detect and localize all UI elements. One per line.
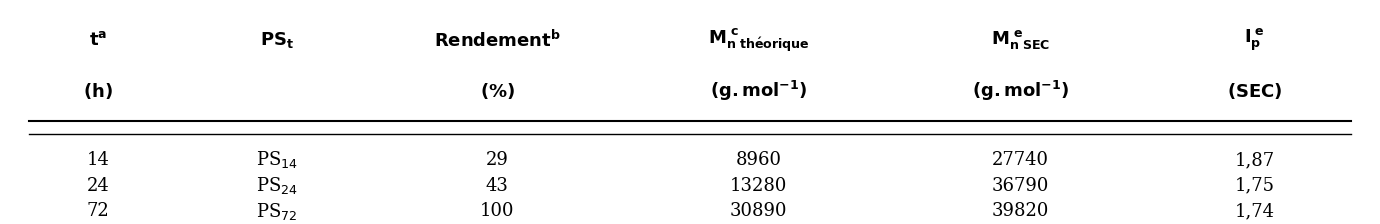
Text: 39820: 39820 [992,202,1049,220]
Text: $\mathbf{M}_{\mathbf{n\ th\acute{e}orique}}^{\mathbf{\ c}}$: $\mathbf{M}_{\mathbf{n\ th\acute{e}oriqu… [708,26,810,54]
Text: 27740: 27740 [992,151,1049,169]
Text: $\mathbf{(g.mol^{-1})}$: $\mathbf{(g.mol^{-1})}$ [711,79,807,103]
Text: 72: 72 [87,202,109,220]
Text: $\mathbf{I}_{\mathbf{p}}^{\mathbf{\ e}}$: $\mathbf{I}_{\mathbf{p}}^{\mathbf{\ e}}$ [1245,27,1265,53]
Text: $\mathbf{M}_{\mathbf{n\ SEC}}^{\mathbf{\ e}}$: $\mathbf{M}_{\mathbf{n\ SEC}}^{\mathbf{\… [991,28,1050,52]
Text: 14: 14 [87,151,109,169]
Text: $\mathbf{t}^{\mathbf{a}}$: $\mathbf{t}^{\mathbf{a}}$ [88,31,106,49]
Text: 13280: 13280 [730,177,788,195]
Text: $\mathbf{(h)}$: $\mathbf{(h)}$ [83,81,113,101]
Text: $\mathbf{Rendement}^{\mathbf{b}}$: $\mathbf{Rendement}^{\mathbf{b}}$ [433,29,560,51]
Text: 1,74: 1,74 [1235,202,1275,220]
Text: 30890: 30890 [730,202,788,220]
Text: 100: 100 [480,202,515,220]
Text: PS$_{24}$: PS$_{24}$ [255,175,298,196]
Text: 43: 43 [486,177,509,195]
Text: PS$_{72}$: PS$_{72}$ [257,201,298,222]
Text: 8960: 8960 [736,151,782,169]
Text: 36790: 36790 [992,177,1049,195]
Text: 1,75: 1,75 [1235,177,1275,195]
Text: PS$_{14}$: PS$_{14}$ [255,149,298,170]
Text: $\mathbf{PS}_{\mathbf{t}}$: $\mathbf{PS}_{\mathbf{t}}$ [259,30,294,50]
Text: 24: 24 [87,177,109,195]
Text: $\mathbf{(\%)}$: $\mathbf{(\%)}$ [480,81,515,101]
Text: $\mathbf{(SEC)}$: $\mathbf{(SEC)}$ [1227,81,1282,101]
Text: $\mathbf{(g.mol^{-1})}$: $\mathbf{(g.mol^{-1})}$ [972,79,1070,103]
Text: 1,87: 1,87 [1235,151,1275,169]
Text: 29: 29 [486,151,509,169]
